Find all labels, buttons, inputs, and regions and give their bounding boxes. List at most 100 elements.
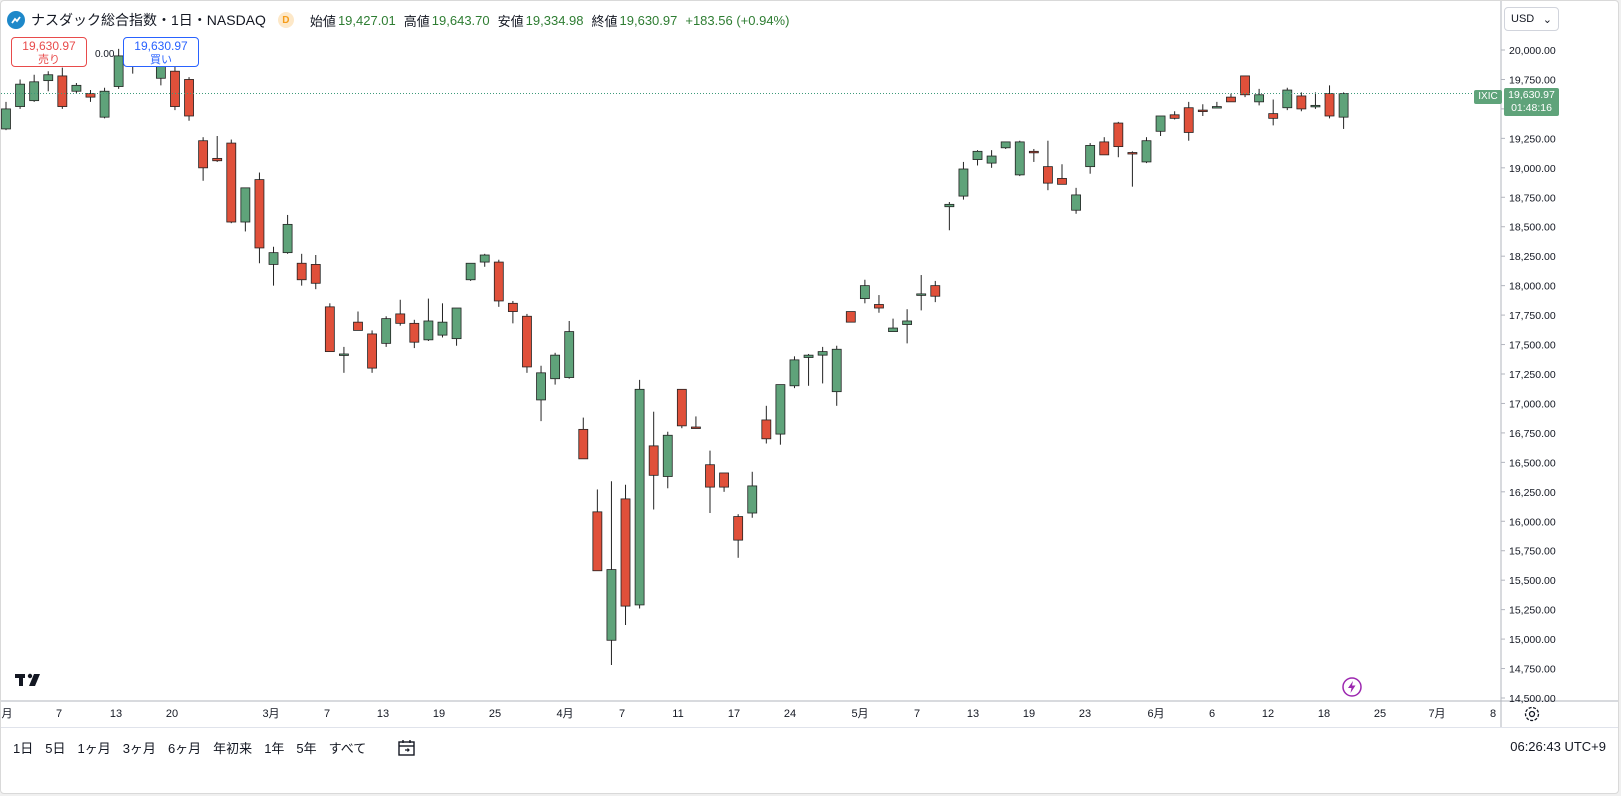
x-tick-label: 20 [166, 708, 178, 720]
candle-up [958, 168, 969, 197]
candle-up [902, 320, 913, 325]
candle-down [57, 75, 68, 107]
y-tick-label: 16,500.00 [1509, 457, 1556, 469]
candle-down [1043, 166, 1053, 184]
sell-button[interactable]: 19,630.97 売り [11, 37, 87, 67]
high-label: 高値 [403, 13, 430, 29]
candle-down [930, 285, 941, 297]
candle-up [831, 348, 842, 393]
open-label: 始値 [309, 13, 336, 29]
x-tick-label: 月 [2, 708, 13, 720]
candle-up [339, 353, 349, 356]
candle-up [381, 318, 392, 344]
candle-down [676, 388, 687, 427]
candle-up [15, 83, 25, 107]
candle-up [1338, 93, 1349, 118]
x-tick-label: 7月 [1428, 708, 1445, 720]
range-5y[interactable]: 5年 [296, 741, 317, 756]
candle-down [324, 306, 335, 353]
range-all[interactable]: すべて [328, 741, 367, 756]
candle-down [1296, 95, 1307, 110]
buy-button[interactable]: 19,630.97 買い [123, 37, 199, 67]
x-tick-label: 19 [433, 708, 445, 720]
gear-icon[interactable] [1523, 705, 1541, 728]
candle-up [859, 285, 870, 299]
x-tick-label: 7 [619, 708, 625, 720]
candle-down [254, 179, 265, 249]
range-1y[interactable]: 1年 [264, 741, 285, 756]
symbol-title[interactable]: ナスダック総合指数・1日・NASDAQ [31, 12, 266, 28]
y-tick-label: 18,250.00 [1509, 251, 1556, 263]
date-range-icon[interactable] [397, 738, 417, 758]
index-logo-icon [7, 11, 25, 29]
candle-up [1211, 106, 1222, 109]
range-6m[interactable]: 6ヶ月 [167, 741, 202, 756]
candle-down [310, 264, 321, 284]
currency-select[interactable]: USD ⌄ [1504, 7, 1559, 31]
candle-up [986, 155, 997, 164]
buy-label: 買い [150, 54, 172, 66]
candle-up [662, 434, 673, 477]
price-chart[interactable]: 20,000.0019,750.0019,500.0019,250.0019,0… [1, 1, 1618, 727]
clock-readout[interactable]: 06:26:43 UTC+9 [1510, 739, 1606, 754]
candle-up [789, 359, 800, 387]
y-tick-label: 17,000.00 [1509, 398, 1556, 410]
tradingview-logo-icon[interactable] [15, 673, 45, 692]
candle-down [761, 419, 772, 440]
candle-down [170, 70, 180, 107]
data-status-badge[interactable]: D [277, 12, 294, 28]
x-tick-label: 18 [1318, 708, 1330, 720]
candle-up [550, 354, 561, 380]
candle-up [775, 384, 786, 435]
candle-down [648, 445, 659, 476]
range-5d[interactable]: 5日 [45, 741, 66, 756]
x-tick-label: 13 [967, 708, 979, 720]
candle-down [1057, 178, 1067, 185]
candle-up [282, 223, 293, 254]
candle-down [353, 321, 363, 331]
range-1m[interactable]: 1ヶ月 [77, 741, 111, 756]
candle-down [1099, 141, 1110, 156]
y-tick-label: 14,500.00 [1509, 693, 1556, 705]
candle-up [1254, 94, 1265, 103]
range-ytd[interactable]: 年初来 [213, 741, 253, 756]
x-tick-label: 12 [1262, 708, 1274, 720]
buy-price: 19,630.97 [134, 39, 188, 53]
candle-down [1028, 150, 1039, 154]
candle-down [691, 426, 701, 429]
close-value: 19,630.97 [619, 12, 678, 28]
candle-up [1141, 140, 1152, 163]
x-tick-label: 24 [784, 708, 796, 720]
candle-down [705, 464, 715, 488]
lightning-icon[interactable] [1342, 677, 1362, 702]
open-value: 19,427.01 [337, 12, 396, 28]
range-3m[interactable]: 3ヶ月 [122, 741, 156, 756]
x-tick-label: 7 [324, 708, 330, 720]
candle-down [578, 428, 589, 460]
x-tick-label: 6月 [1147, 708, 1164, 720]
x-tick-label: 7 [56, 708, 62, 720]
candle-up [268, 252, 279, 265]
candle-up [944, 203, 955, 208]
x-tick-label: 13 [110, 708, 122, 720]
candle-up [803, 354, 814, 358]
y-tick-label: 19,750.00 [1509, 74, 1556, 86]
candle-up [916, 293, 927, 296]
x-tick-label: 19 [1023, 708, 1035, 720]
y-tick-label: 14,750.00 [1509, 664, 1556, 676]
candle-down [1324, 93, 1335, 117]
candle-down [507, 302, 518, 312]
range-1d[interactable]: 1日 [13, 741, 34, 756]
low-label: 安値 [497, 13, 524, 29]
y-tick-label: 15,000.00 [1509, 634, 1556, 646]
candle-up [1282, 89, 1293, 109]
candle-down [1226, 96, 1236, 103]
candle-down [845, 311, 856, 323]
y-tick-label: 16,000.00 [1509, 516, 1556, 528]
y-tick-label: 18,500.00 [1509, 222, 1556, 234]
y-tick-label: 16,750.00 [1509, 428, 1556, 440]
candle-down [184, 79, 194, 117]
candle-up [972, 150, 983, 160]
candle-down [1240, 75, 1250, 96]
